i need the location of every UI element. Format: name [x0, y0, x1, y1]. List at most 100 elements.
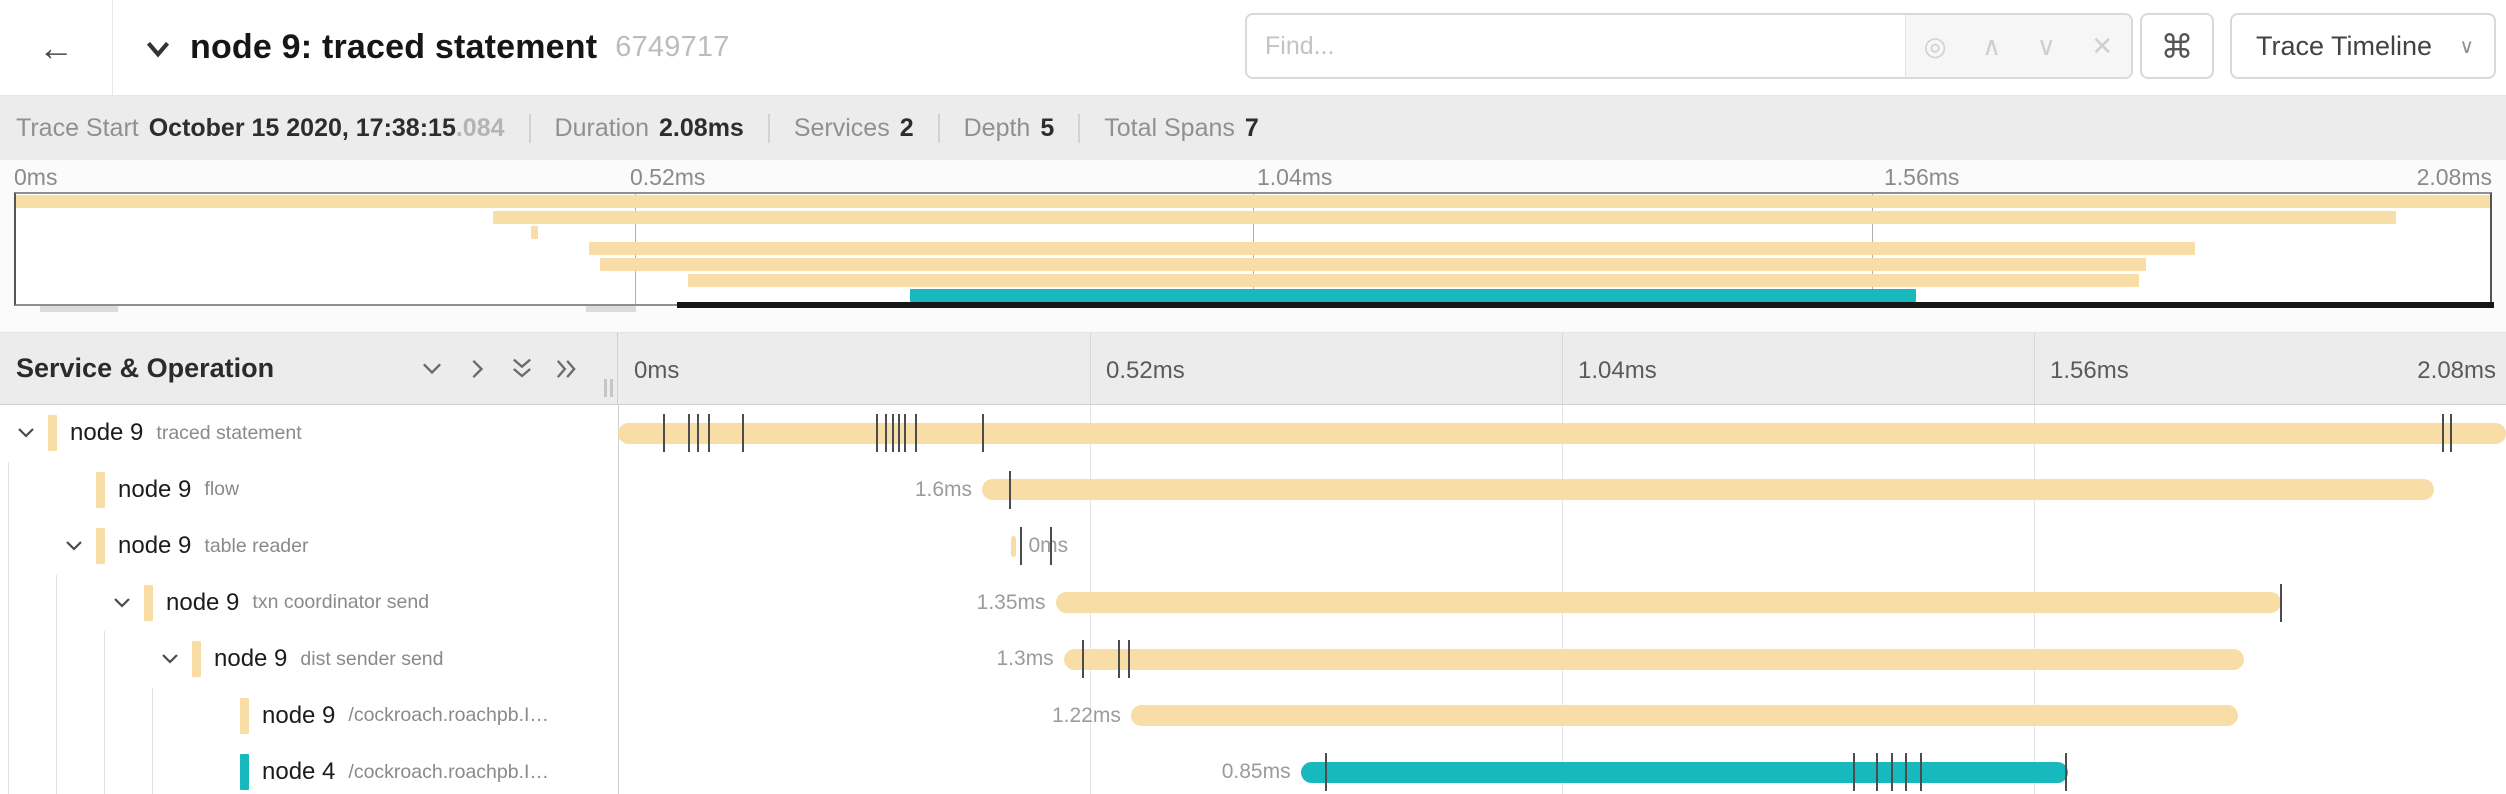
log-marker[interactable]: [892, 414, 895, 452]
minimap-tick-4: 2.08ms: [2416, 164, 2492, 190]
find-clear-icon[interactable]: ✕: [2091, 30, 2114, 61]
span-tree-cell[interactable]: node 9 dist sender send: [0, 631, 617, 688]
chevron-down-icon: [18, 428, 34, 438]
find-next-icon[interactable]: ∨: [2036, 30, 2056, 61]
log-marker[interactable]: [903, 414, 906, 452]
log-marker[interactable]: [1853, 753, 1856, 791]
log-marker[interactable]: [884, 414, 887, 452]
span-row[interactable]: node 9/cockroach.roachpb.I… 1.22ms: [0, 687, 2506, 744]
span-bar[interactable]: [618, 422, 2506, 444]
span-tree-cell[interactable]: node 4/cockroach.roachpb.I…: [0, 744, 617, 794]
span-bar[interactable]: [1011, 535, 1017, 557]
minimap-tick-1: 0.52ms: [630, 164, 706, 190]
log-marker[interactable]: [2449, 414, 2452, 452]
log-marker[interactable]: [1876, 753, 1879, 791]
log-marker[interactable]: [1050, 527, 1053, 565]
span-tree-cell[interactable]: node 9 flow: [0, 461, 617, 518]
service-name[interactable]: node 9 table reader: [118, 532, 309, 560]
span-tree-cell[interactable]: node 9 table reader: [0, 518, 617, 575]
indent-guide: [104, 631, 105, 688]
log-marker[interactable]: [1118, 640, 1121, 678]
service-name[interactable]: node 9 dist sender send: [214, 645, 444, 673]
log-marker[interactable]: [696, 414, 699, 452]
span-row[interactable]: node 9 traced statement: [0, 405, 2506, 462]
log-marker[interactable]: [981, 414, 984, 452]
minimap-scrubber-right[interactable]: [586, 306, 636, 312]
find-controls: ◎ ∧ ∨ ✕: [1905, 15, 2131, 77]
log-marker[interactable]: [1020, 527, 1023, 565]
expand-one-icon[interactable]: [464, 355, 492, 383]
collapse-title-button[interactable]: [136, 26, 180, 70]
log-marker[interactable]: [663, 414, 666, 452]
span-bar[interactable]: [981, 479, 2435, 500]
indent-guide: [56, 744, 57, 794]
span-row[interactable]: node 4/cockroach.roachpb.I… 0.85ms: [0, 744, 2506, 794]
back-arrow-icon: ←: [38, 26, 74, 68]
span-duration-label: 1.35ms: [976, 590, 1046, 614]
minimap-scrubber-left[interactable]: [40, 306, 118, 312]
span-row[interactable]: node 9 table reader 0ms: [0, 518, 2506, 575]
span-tree-cell[interactable]: node 9 txn coordinator send: [0, 574, 617, 631]
log-marker[interactable]: [742, 414, 745, 452]
log-marker[interactable]: [1890, 753, 1893, 791]
span-bar[interactable]: [1130, 705, 2239, 726]
log-marker[interactable]: [1009, 470, 1012, 509]
indent-guide: [8, 687, 9, 744]
timeline-header-left: Service & Operation: [0, 333, 618, 404]
service-name[interactable]: node 9 txn coordinator send: [166, 588, 430, 616]
log-marker[interactable]: [707, 414, 710, 452]
span-bar[interactable]: [1063, 648, 2244, 670]
log-marker[interactable]: [2279, 583, 2282, 622]
log-marker[interactable]: [914, 414, 917, 452]
span-bar[interactable]: [1055, 592, 2281, 613]
log-marker[interactable]: [1325, 753, 1328, 791]
back-button[interactable]: ←: [14, 0, 98, 95]
summary-depth: Depth 5: [937, 113, 1054, 143]
log-marker[interactable]: [1905, 753, 1908, 791]
span-row[interactable]: node 9 flow 1.6ms: [0, 461, 2506, 518]
span-duration-label: 1.3ms: [996, 647, 1054, 671]
find-prev-icon[interactable]: ∧: [1982, 30, 2002, 61]
minimap-viewport[interactable]: [14, 192, 2492, 306]
expand-span-button[interactable]: [110, 591, 136, 617]
log-marker[interactable]: [2064, 753, 2067, 791]
span-bar[interactable]: [1300, 761, 2068, 783]
expand-span-button[interactable]: [14, 421, 40, 447]
span-row[interactable]: node 9 dist sender send 1.3ms: [0, 631, 2506, 688]
span-tree-cell[interactable]: node 9/cockroach.roachpb.I…: [0, 687, 617, 744]
log-marker[interactable]: [897, 414, 900, 452]
collapse-one-icon[interactable]: [418, 355, 446, 383]
find-target-icon[interactable]: ◎: [1923, 30, 1947, 61]
indent-guide: [8, 574, 9, 631]
log-marker[interactable]: [1128, 640, 1131, 678]
service-name[interactable]: node 9 flow: [118, 475, 240, 503]
page-header: ← node 9: traced statement 6749717 ◎ ∧ ∨…: [0, 0, 2506, 96]
indent-guide: [104, 687, 105, 744]
header-gridline: [1090, 333, 1091, 404]
service-name[interactable]: node 9 traced statement: [70, 419, 302, 447]
log-marker[interactable]: [2442, 414, 2445, 452]
column-resizer[interactable]: [604, 379, 616, 397]
log-marker[interactable]: [1081, 640, 1084, 678]
service-color-swatch: [96, 471, 105, 508]
view-dropdown[interactable]: Trace Timeline ∨: [2230, 13, 2496, 79]
minimap-range-bar[interactable]: [677, 302, 2494, 308]
keyboard-shortcuts-button[interactable]: ⌘: [2140, 13, 2214, 79]
expand-span-button[interactable]: [62, 534, 88, 560]
service-name[interactable]: node 4/cockroach.roachpb.I…: [262, 758, 549, 786]
span-row[interactable]: node 9 txn coordinator send 1.35ms: [0, 574, 2506, 631]
collapse-all-icon[interactable]: [508, 355, 536, 383]
axis-tick-2: 1.04ms: [1578, 357, 1657, 384]
expand-span-button[interactable]: [158, 647, 184, 673]
log-marker[interactable]: [687, 414, 690, 452]
log-marker[interactable]: [875, 414, 878, 452]
expand-all-icon[interactable]: [552, 355, 580, 383]
service-name[interactable]: node 9/cockroach.roachpb.I…: [262, 701, 549, 729]
operation-name: table reader: [204, 534, 309, 557]
span-tree-cell[interactable]: node 9 traced statement: [0, 405, 617, 462]
minimap-span-bar: [600, 257, 2147, 271]
log-marker[interactable]: [1919, 753, 1922, 791]
find-input[interactable]: [1247, 15, 1905, 77]
span-rows: node 9 traced statement node 9 flow 1.6ms no…: [0, 405, 2506, 794]
